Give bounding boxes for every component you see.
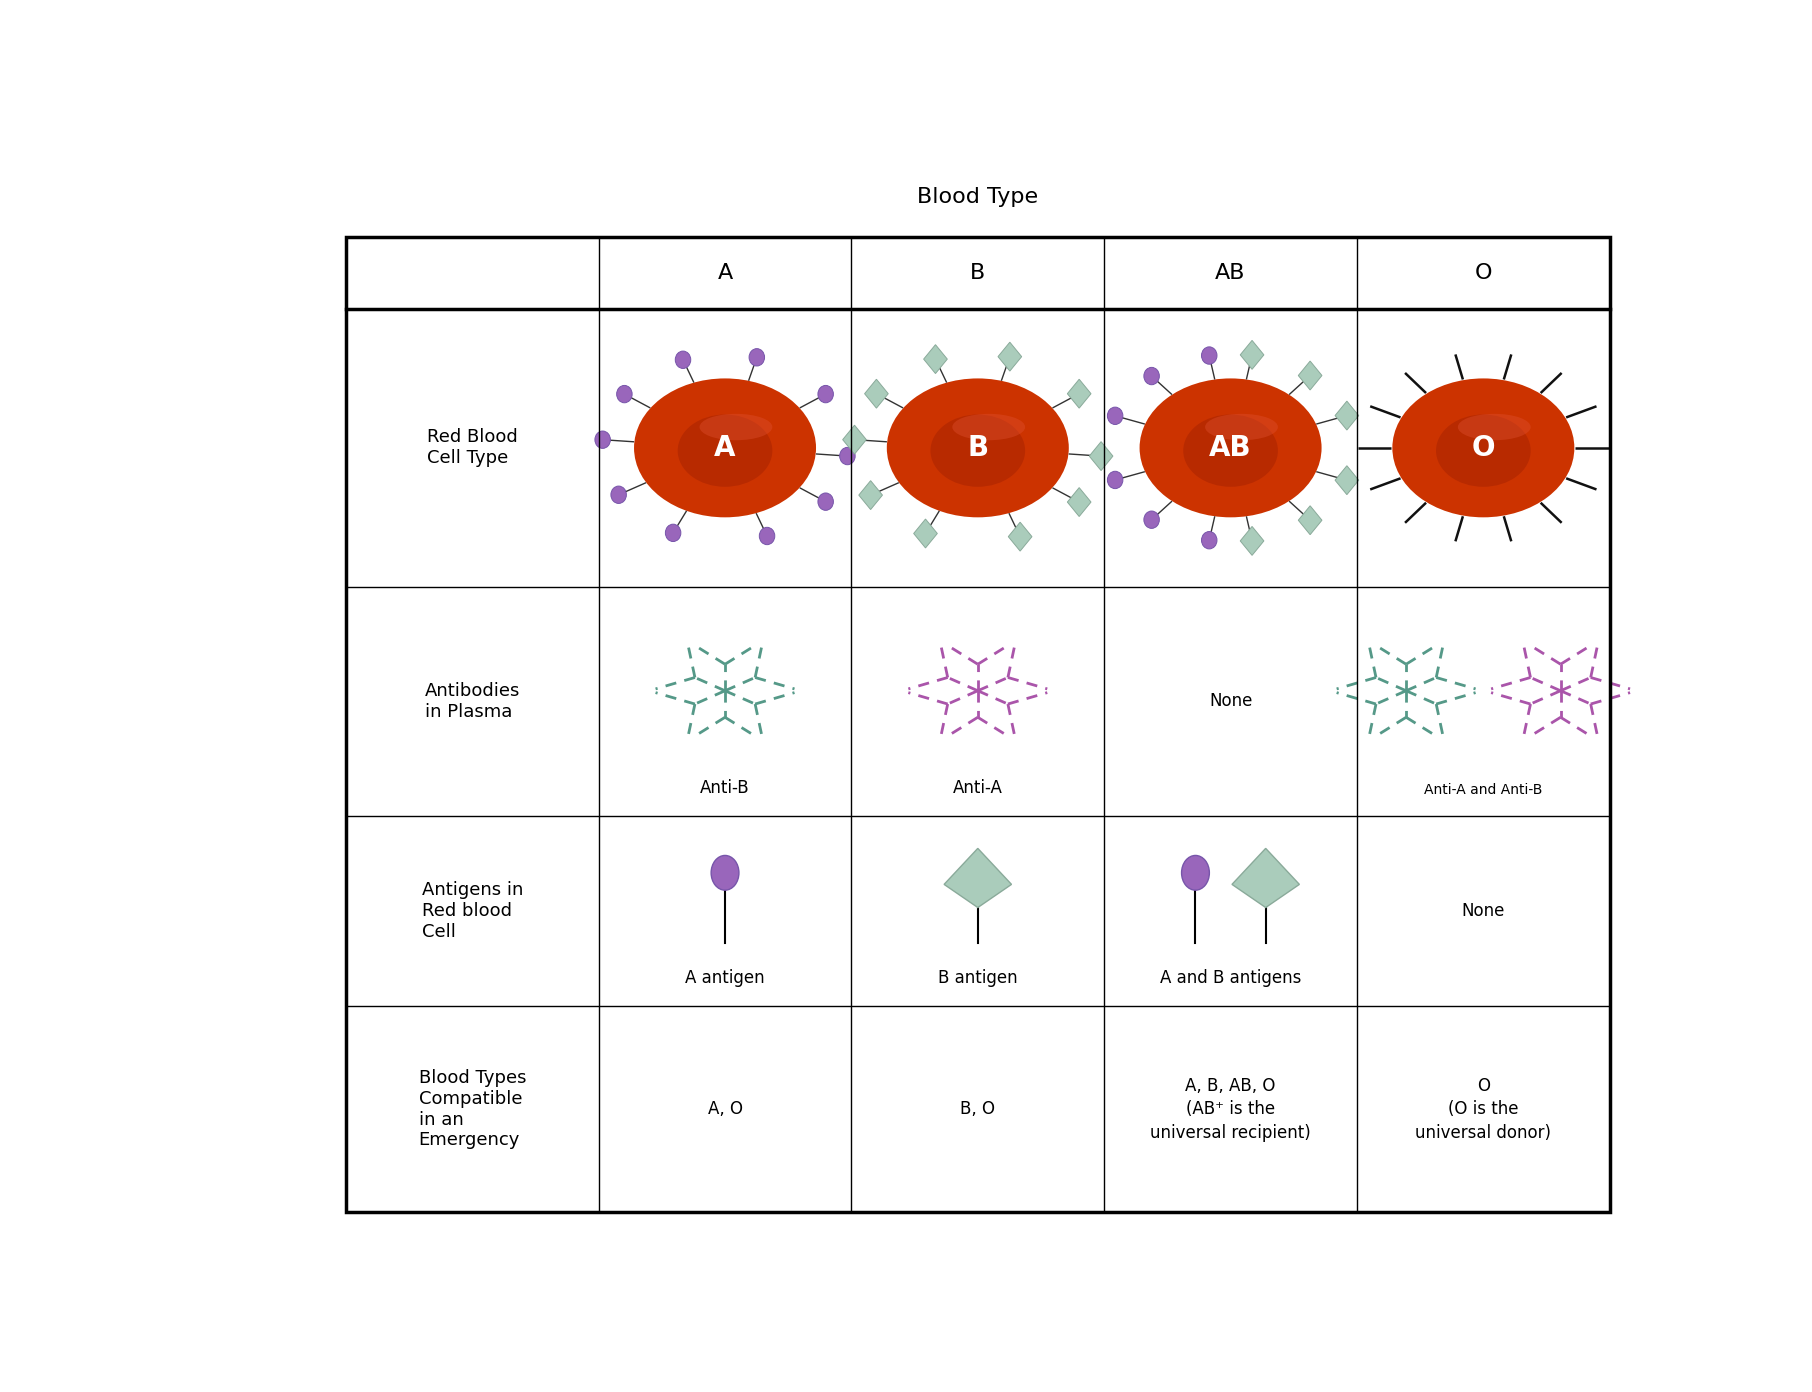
Text: Anti-A and Anti-B: Anti-A and Anti-B: [1424, 782, 1542, 796]
Ellipse shape: [817, 386, 834, 402]
Text: Antibodies
in Plasma: Antibodies in Plasma: [424, 682, 520, 721]
Ellipse shape: [665, 525, 681, 541]
Text: Red Blood
Cell Type: Red Blood Cell Type: [428, 429, 518, 468]
Text: Blood Type: Blood Type: [917, 187, 1038, 207]
Text: O: O: [1471, 434, 1495, 462]
Text: None: None: [1209, 692, 1252, 710]
Text: A and B antigens: A and B antigens: [1160, 969, 1301, 987]
Polygon shape: [843, 425, 866, 454]
Circle shape: [678, 415, 772, 487]
Polygon shape: [1239, 341, 1265, 369]
Ellipse shape: [1107, 472, 1123, 489]
Circle shape: [931, 415, 1026, 487]
Text: AB: AB: [1209, 434, 1252, 462]
Text: B antigen: B antigen: [939, 969, 1018, 987]
Ellipse shape: [710, 856, 739, 889]
Text: AB: AB: [1216, 263, 1247, 283]
Text: A antigen: A antigen: [685, 969, 765, 987]
Text: B, O: B, O: [960, 1100, 995, 1118]
Ellipse shape: [1205, 413, 1277, 440]
Ellipse shape: [594, 432, 611, 448]
Ellipse shape: [1143, 511, 1160, 529]
Text: Anti-A: Anti-A: [953, 778, 1002, 796]
Circle shape: [634, 379, 815, 518]
Polygon shape: [1007, 522, 1033, 551]
Ellipse shape: [616, 386, 632, 402]
Ellipse shape: [1107, 406, 1123, 425]
Polygon shape: [944, 848, 1011, 908]
Polygon shape: [1067, 379, 1091, 408]
Ellipse shape: [748, 348, 765, 366]
Polygon shape: [1297, 505, 1323, 535]
Ellipse shape: [817, 493, 834, 511]
Ellipse shape: [1201, 347, 1218, 365]
Text: None: None: [1462, 902, 1506, 920]
Ellipse shape: [676, 351, 690, 369]
Text: A, O: A, O: [707, 1100, 743, 1118]
Ellipse shape: [611, 486, 627, 504]
Text: B: B: [968, 434, 988, 462]
Circle shape: [1392, 379, 1575, 518]
Polygon shape: [924, 345, 948, 373]
Text: Antigens in
Red blood
Cell: Antigens in Red blood Cell: [422, 881, 524, 941]
Circle shape: [1183, 415, 1277, 487]
Polygon shape: [859, 480, 882, 509]
Polygon shape: [1335, 466, 1359, 494]
Ellipse shape: [759, 528, 776, 544]
Ellipse shape: [839, 447, 855, 465]
Circle shape: [1437, 415, 1531, 487]
Polygon shape: [1335, 401, 1359, 430]
Polygon shape: [1067, 487, 1091, 516]
Ellipse shape: [699, 413, 772, 440]
Text: Anti-B: Anti-B: [699, 778, 750, 796]
Polygon shape: [864, 379, 888, 408]
Ellipse shape: [1143, 367, 1160, 384]
Polygon shape: [1089, 441, 1113, 470]
Circle shape: [886, 379, 1069, 518]
Ellipse shape: [953, 413, 1026, 440]
Polygon shape: [1232, 848, 1299, 908]
Text: Blood Types
Compatible
in an
Emergency: Blood Types Compatible in an Emergency: [419, 1069, 525, 1150]
Text: O
(O is the
universal donor): O (O is the universal donor): [1415, 1076, 1551, 1141]
Text: B: B: [969, 263, 986, 283]
Polygon shape: [1239, 526, 1265, 555]
Text: A: A: [714, 434, 736, 462]
Ellipse shape: [1459, 413, 1531, 440]
Polygon shape: [913, 519, 937, 548]
Text: A, B, AB, O
(AB⁺ is the
universal recipient): A, B, AB, O (AB⁺ is the universal recipi…: [1151, 1076, 1310, 1141]
Circle shape: [1140, 379, 1321, 518]
Polygon shape: [1297, 361, 1323, 390]
Polygon shape: [998, 342, 1022, 372]
Ellipse shape: [1181, 856, 1209, 889]
Text: A: A: [718, 263, 732, 283]
Ellipse shape: [1201, 532, 1218, 548]
Text: O: O: [1475, 263, 1491, 283]
